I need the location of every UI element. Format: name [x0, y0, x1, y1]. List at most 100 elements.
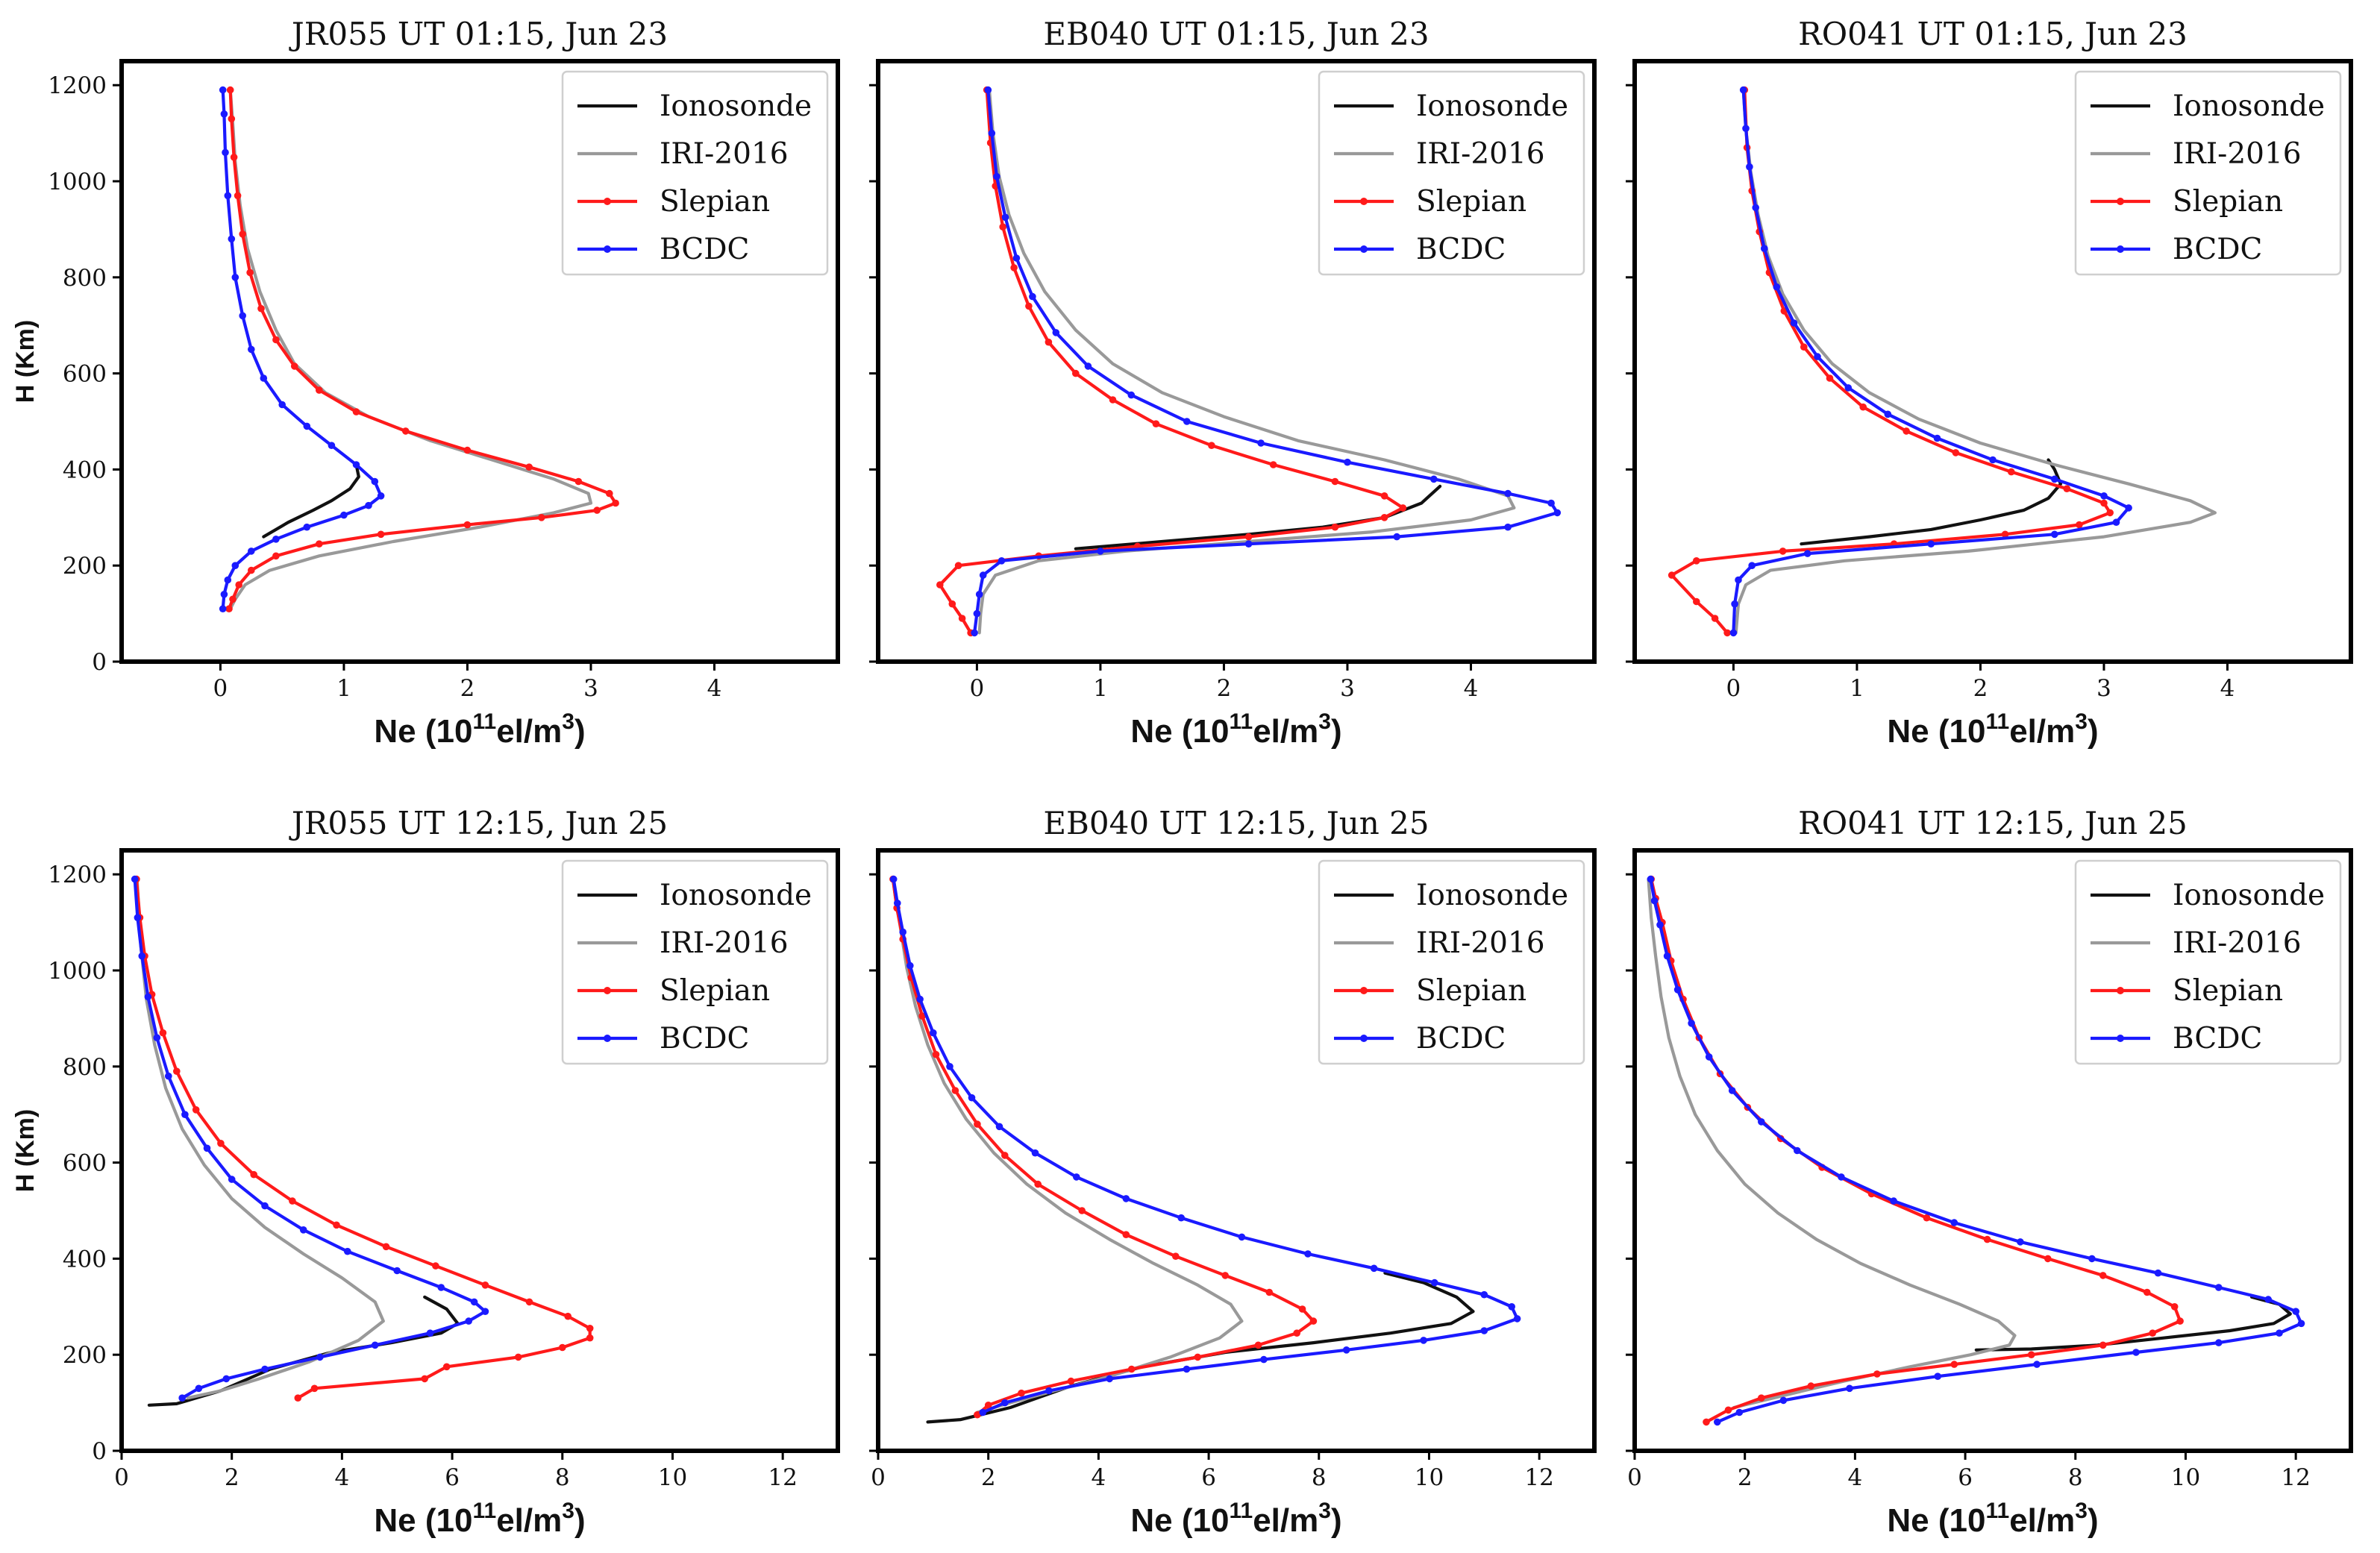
data-point: [401, 427, 410, 435]
data-point: [1838, 1173, 1845, 1181]
series-ionosonde: [926, 1271, 1475, 1424]
x-tick-label: 10: [658, 1464, 687, 1491]
x-tick-label: 2: [981, 1464, 996, 1491]
data-point: [224, 192, 232, 200]
legend-label: Ionosonde: [660, 879, 812, 912]
data-point: [1001, 1152, 1009, 1159]
data-point: [951, 1087, 959, 1094]
x-tick-label: 0: [970, 675, 985, 702]
x-tick-label: 12: [2281, 1464, 2310, 1491]
legend-label: IRI-2016: [1416, 926, 1545, 960]
data-point: [1380, 514, 1388, 521]
data-point: [2051, 530, 2058, 539]
legend-box: [1318, 70, 1585, 276]
data-point: [1221, 1272, 1229, 1279]
data-point: [224, 576, 232, 584]
data-point: [2215, 1339, 2223, 1346]
legend-item: Ionosonde: [2091, 879, 2325, 912]
data-point: [377, 492, 385, 500]
data-point: [234, 192, 242, 200]
data-point: [442, 1363, 451, 1371]
data-point: [1656, 921, 1664, 929]
data-point: [1890, 1197, 1897, 1205]
legend-marker: [1360, 245, 1368, 253]
legend-label: Slepian: [1416, 974, 1526, 1008]
y-tick-label: 400: [63, 457, 107, 483]
data-point: [1800, 343, 1808, 351]
data-point: [1950, 1219, 1958, 1226]
x-tick-label: 8: [1312, 1464, 1327, 1491]
x-tick-label: 1: [1093, 675, 1108, 702]
data-point: [272, 336, 280, 344]
data-point: [481, 1281, 489, 1289]
data-point: [463, 521, 472, 529]
data-point: [1844, 384, 1853, 392]
data-point: [1183, 1365, 1191, 1373]
data-point: [299, 1226, 307, 1234]
data-point: [1693, 597, 1700, 606]
x-tick-label: 1: [336, 675, 351, 702]
x-tick-label: 6: [1958, 1464, 1973, 1491]
data-point: [231, 562, 239, 569]
x-tick-label: 4: [1464, 675, 1479, 702]
x-tick-label: 2: [1738, 1464, 1753, 1491]
data-point: [973, 609, 981, 618]
data-point: [918, 1012, 926, 1020]
chart-panel-3: RO041 UT 01:15, Jun 230 1 2 3 4Ne (1011el/m3…: [1626, 16, 2353, 750]
data-point: [393, 1267, 401, 1275]
data-point: [1244, 533, 1253, 541]
data-point: [230, 154, 238, 161]
x-tick-label: 1: [1850, 675, 1864, 702]
data-point: [2033, 1361, 2041, 1368]
data-point: [1208, 442, 1215, 449]
x-label-sup: 3: [1318, 1499, 1331, 1523]
y-tick-label: 400: [63, 1246, 107, 1273]
legend-item: Slepian: [577, 974, 770, 1008]
data-point: [2149, 1329, 2156, 1337]
legend-item: Ionosonde: [577, 879, 812, 912]
legend-item: IRI-2016: [577, 926, 789, 960]
y-tick-label: 200: [63, 553, 107, 580]
data-point: [1045, 338, 1053, 346]
legend-label: BCDC: [2173, 1022, 2262, 1055]
legend-item: IRI-2016: [2091, 926, 2302, 960]
legend-label: Ionosonde: [2173, 879, 2325, 912]
data-point: [1034, 1180, 1042, 1188]
data-point: [1183, 418, 1191, 425]
series-line: [133, 877, 487, 1400]
data-point: [173, 1067, 181, 1075]
legend-label: Ionosonde: [1416, 879, 1568, 912]
data-point: [612, 499, 619, 507]
x-tick-label: 2: [225, 1464, 239, 1491]
chart-title: EB040 UT 01:15, Jun 23: [1043, 16, 1429, 52]
legend-label: IRI-2016: [1416, 137, 1545, 171]
data-point: [1001, 213, 1009, 222]
data-point: [246, 269, 254, 277]
data-point: [1177, 1214, 1185, 1222]
legend: Ionosonde IRI-2016 Slepian BCDC: [1318, 859, 1585, 1065]
x-label-sup: 11: [1229, 709, 1253, 734]
series-line: [1647, 877, 2017, 1410]
data-point: [2100, 492, 2108, 500]
data-point: [131, 875, 139, 883]
data-point: [906, 961, 914, 970]
data-point: [290, 363, 298, 370]
legend-item: BCDC: [1334, 233, 1506, 266]
data-point: [1480, 1290, 1488, 1299]
x-label-sup: 11: [1985, 1499, 2009, 1523]
legend-item: Slepian: [2091, 185, 2283, 219]
legend-item: Slepian: [1334, 185, 1526, 219]
data-point: [1933, 434, 1941, 442]
legend-item: BCDC: [577, 1022, 749, 1055]
series-iri-2016: [1734, 88, 2217, 635]
chart-title: JR055 UT 01:15, Jun 23: [289, 16, 668, 52]
plot-frame: [119, 848, 840, 1453]
data-point: [1513, 1315, 1521, 1323]
x-axis-label: Ne (1011el/m3): [1887, 1499, 2098, 1539]
data-point: [203, 1144, 211, 1152]
data-point: [192, 1106, 200, 1114]
x-label-sup: 11: [1229, 1499, 1253, 1523]
data-point: [1729, 629, 1738, 637]
x-tick-label: 4: [1848, 1464, 1863, 1491]
data-point: [371, 477, 379, 486]
